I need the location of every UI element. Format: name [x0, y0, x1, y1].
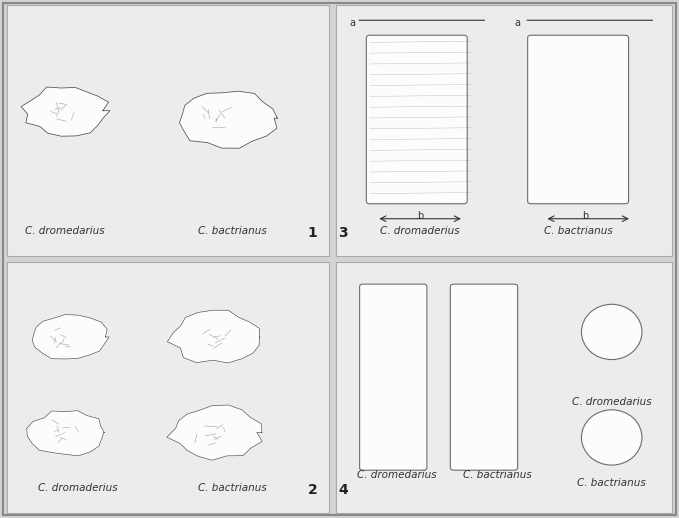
FancyBboxPatch shape — [367, 35, 467, 204]
Text: C. dromedarius: C. dromedarius — [572, 397, 652, 407]
Polygon shape — [167, 310, 259, 363]
FancyBboxPatch shape — [336, 5, 672, 256]
Text: 1: 1 — [308, 226, 317, 240]
Text: C. dromaderius: C. dromaderius — [38, 483, 117, 493]
Text: C. bactrianus: C. bactrianus — [198, 483, 267, 493]
Text: C. bactrianus: C. bactrianus — [577, 478, 646, 488]
Text: 4: 4 — [338, 482, 348, 497]
FancyBboxPatch shape — [7, 262, 329, 513]
Text: 3: 3 — [338, 226, 348, 240]
Text: C. bactrianus: C. bactrianus — [463, 470, 532, 480]
Text: C. dromaderius: C. dromaderius — [380, 226, 460, 236]
Polygon shape — [21, 87, 110, 136]
Ellipse shape — [581, 304, 642, 359]
Ellipse shape — [581, 410, 642, 465]
FancyBboxPatch shape — [360, 284, 427, 470]
Polygon shape — [167, 405, 262, 460]
FancyBboxPatch shape — [336, 262, 672, 513]
Text: C. bactrianus: C. bactrianus — [544, 226, 612, 236]
Polygon shape — [32, 314, 109, 359]
Text: b: b — [417, 211, 423, 221]
Text: b: b — [582, 211, 588, 221]
Text: C. dromedarius: C. dromedarius — [25, 226, 105, 236]
Text: a: a — [350, 18, 356, 28]
Polygon shape — [26, 411, 105, 456]
Text: C. bactrianus: C. bactrianus — [198, 226, 267, 236]
Text: C. dromedarius: C. dromedarius — [356, 470, 437, 480]
FancyBboxPatch shape — [450, 284, 517, 470]
FancyBboxPatch shape — [3, 3, 676, 515]
Text: a: a — [514, 18, 520, 28]
Polygon shape — [179, 91, 278, 148]
FancyBboxPatch shape — [7, 5, 329, 256]
FancyBboxPatch shape — [528, 35, 629, 204]
Text: 2: 2 — [308, 482, 317, 497]
